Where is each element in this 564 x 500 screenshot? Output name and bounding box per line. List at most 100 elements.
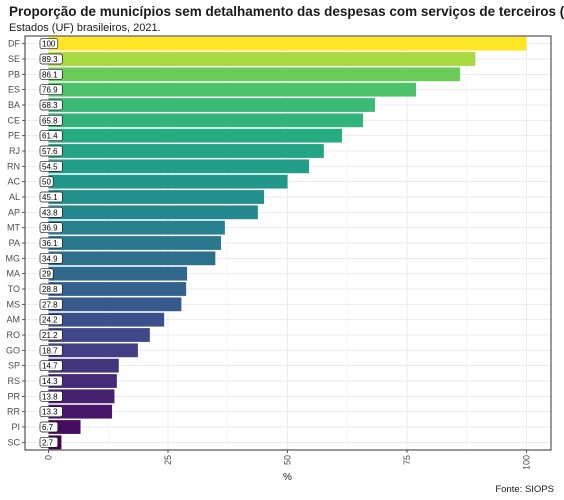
y-tick-label-ro: RO	[7, 330, 21, 340]
bar-rr	[48, 404, 113, 419]
data-label-ac: 50	[42, 178, 51, 187]
data-label-box	[39, 206, 63, 218]
bar-ac	[48, 174, 288, 189]
data-label-se: 89.3	[42, 55, 58, 64]
y-tick-label-ce: CE	[7, 115, 20, 125]
y-tick-label-go: GO	[6, 345, 20, 355]
bar-pr	[48, 389, 115, 404]
bar-pa	[48, 236, 222, 250]
data-label-box	[39, 436, 59, 448]
bar-to	[48, 282, 187, 296]
data-label-box	[39, 406, 63, 418]
data-label-box	[39, 375, 63, 387]
data-label-al: 45.1	[42, 193, 58, 202]
y-tick-label-pe: PE	[8, 131, 20, 141]
data-label-sc: 2.7	[42, 438, 54, 447]
bar-ma	[48, 266, 188, 281]
data-label-box	[39, 160, 63, 172]
data-label-pi: 6.7	[42, 423, 54, 432]
data-label-box	[39, 53, 63, 65]
data-label-rj: 57.6	[42, 147, 58, 156]
chart-title: Proporção de municípios sem detalhamento…	[9, 4, 564, 19]
y-tick-label-ma: MA	[7, 269, 21, 279]
y-tick-label-se: SE	[8, 54, 20, 64]
x-tick-label: 25	[163, 455, 173, 465]
x-tick-label: 75	[402, 455, 412, 465]
data-label-box	[39, 421, 59, 433]
x-axis-title: %	[283, 472, 292, 483]
data-label-box	[39, 38, 59, 50]
y-tick-label-df: DF	[8, 39, 20, 49]
y-tick-label-am: AM	[7, 315, 21, 325]
data-label-box	[39, 191, 63, 203]
data-label-rn: 54.5	[42, 162, 58, 171]
data-label-box	[39, 99, 63, 111]
y-tick-label-sc: SC	[7, 437, 20, 447]
data-label-box	[39, 84, 63, 96]
bar-ap	[48, 205, 258, 220]
data-label-box	[39, 130, 63, 142]
data-label-sp: 14.7	[42, 362, 58, 371]
data-label-box	[39, 252, 63, 264]
plot-area: DF 100 SE 89.3 PB 86.1 ES 76.9 BA 68.3 CE 65.8 PE 61.…	[6, 35, 552, 470]
data-label-box	[39, 145, 63, 157]
bar-am	[48, 312, 165, 327]
data-label-go: 18.7	[42, 346, 58, 355]
data-label-rs: 14.3	[42, 377, 58, 386]
data-label-ba: 68.3	[42, 101, 58, 110]
bar-ba	[48, 98, 375, 112]
y-tick-label-mt: MT	[7, 223, 20, 233]
data-label-box	[39, 222, 63, 234]
bar-pb	[48, 67, 461, 82]
bar-go	[48, 343, 138, 358]
y-tick-label-pb: PB	[8, 69, 20, 79]
x-tick-label: 0	[44, 455, 54, 460]
data-label-pb: 86.1	[42, 70, 58, 79]
bar-df	[48, 36, 527, 51]
bar-sp	[48, 358, 119, 373]
bar-rs	[48, 374, 117, 388]
x-tick-label: 100	[522, 455, 532, 470]
data-label-box	[39, 268, 54, 280]
data-label-df: 100	[42, 40, 56, 49]
y-tick-label-sp: SP	[8, 361, 20, 371]
data-label-to: 28.8	[42, 285, 58, 294]
y-tick-label-rn: RN	[7, 161, 20, 171]
y-tick-label-to: TO	[8, 284, 20, 294]
y-tick-label-pr: PR	[7, 391, 20, 401]
data-label-box	[39, 360, 63, 372]
data-label-mg: 34.9	[42, 254, 58, 263]
bar-rj	[48, 144, 324, 158]
y-tick-label-ap: AP	[8, 207, 20, 217]
y-tick-label-rr: RR	[7, 407, 20, 417]
y-tick-label-pi: PI	[11, 422, 20, 432]
x-tick-label: 50	[283, 455, 293, 465]
data-label-box	[39, 176, 54, 188]
y-tick-label-rj: RJ	[9, 146, 20, 156]
bar-pe	[48, 128, 342, 143]
y-tick-label-ac: AC	[7, 177, 20, 187]
y-tick-label-ms: MS	[7, 299, 21, 309]
bar-ce	[48, 113, 364, 128]
bar-rn	[48, 159, 310, 174]
data-label-rr: 13.3	[42, 408, 58, 417]
y-tick-label-rs: RS	[7, 376, 20, 386]
data-label-pa: 36.1	[42, 239, 58, 248]
data-label-box	[39, 390, 63, 402]
y-tick-label-es: ES	[8, 85, 20, 95]
bar-mg	[48, 251, 216, 266]
data-label-am: 24.2	[42, 316, 58, 325]
chart-caption: Fonte: SIOPS	[495, 484, 554, 495]
bar-mt	[48, 220, 225, 235]
data-label-pe: 61.4	[42, 132, 58, 141]
y-tick-label-pa: PA	[9, 238, 20, 248]
data-label-ce: 65.8	[42, 116, 58, 125]
data-label-ma: 29	[42, 270, 51, 279]
bar-ms	[48, 297, 182, 312]
data-label-ro: 21.2	[42, 331, 58, 340]
y-tick-label-ba: BA	[8, 100, 20, 110]
data-label-box	[39, 68, 63, 80]
y-tick-label-mg: MG	[6, 253, 21, 263]
data-label-pr: 13.8	[42, 392, 58, 401]
data-label-box	[39, 283, 63, 295]
